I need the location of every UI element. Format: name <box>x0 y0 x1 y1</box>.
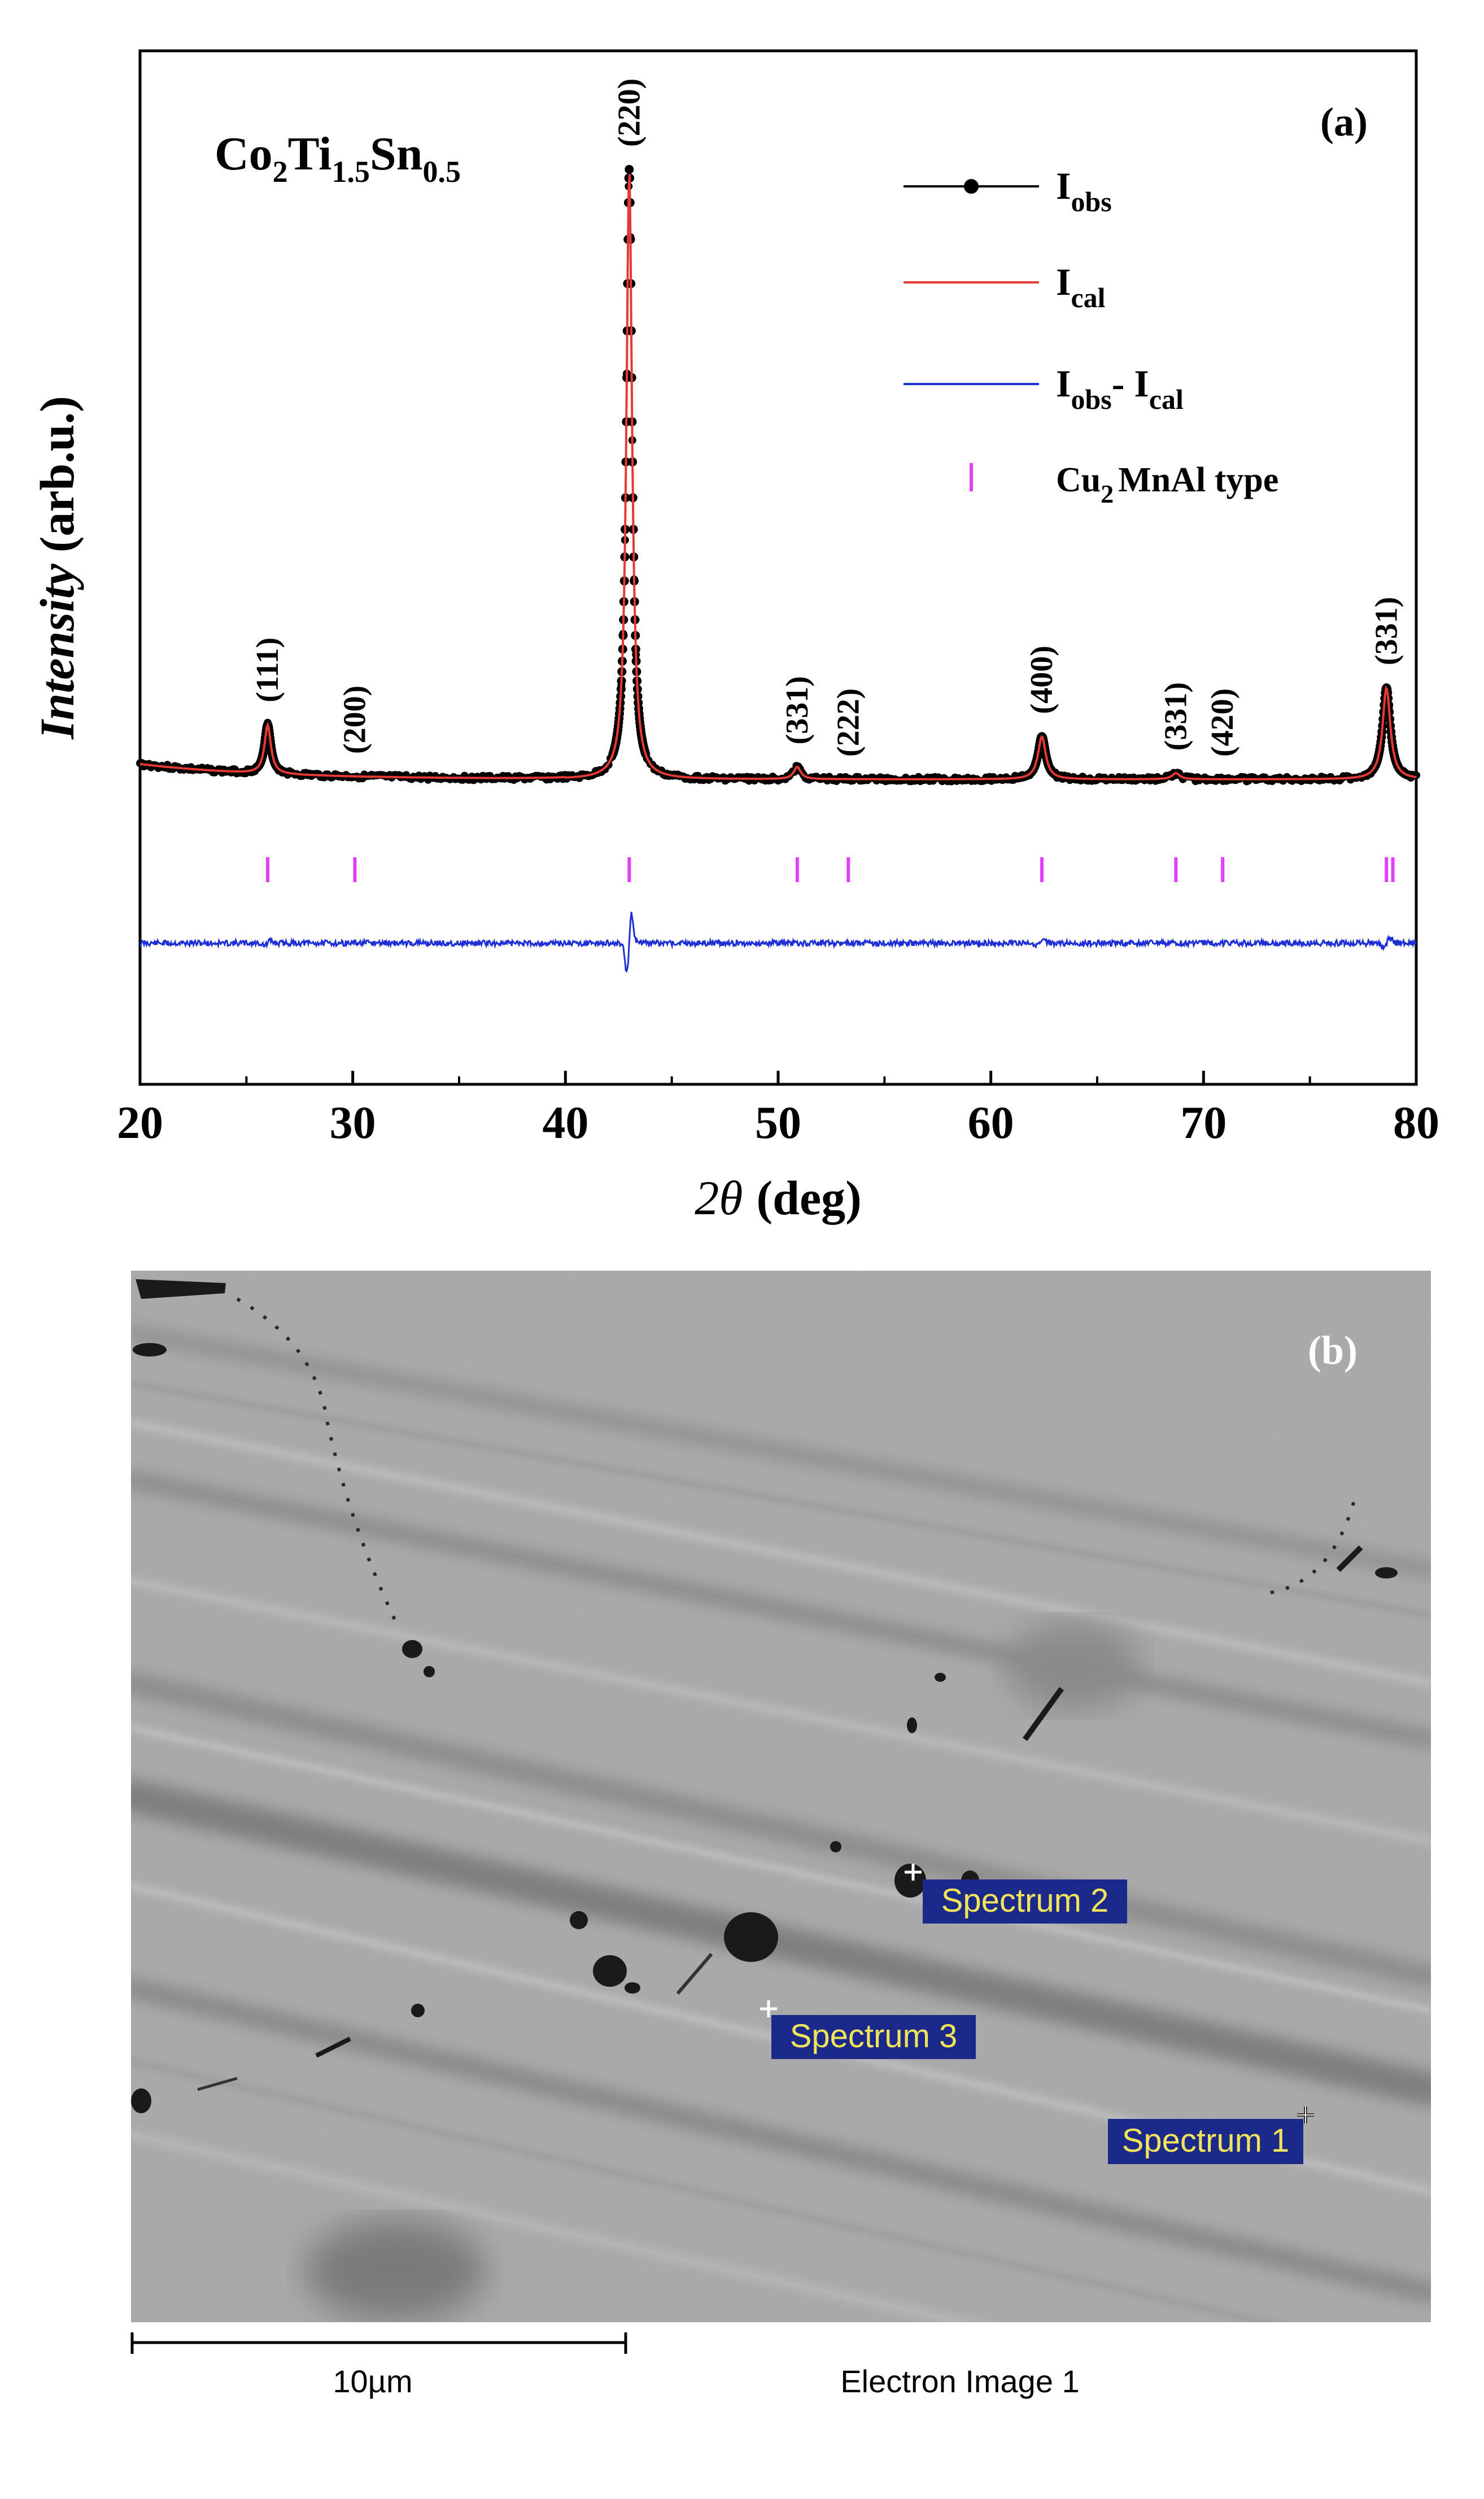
spectrum-marker-1: Spectrum 1 <box>1108 2107 1314 2164</box>
compound-formula: Co2Ti1.5Sn0.5 <box>215 128 461 189</box>
image-caption: Electron Image 1 <box>840 2363 1079 2399</box>
svg-text:Spectrum 1: Spectrum 1 <box>1122 2122 1290 2159</box>
xrd-panel: (111) (200) (220) (331) (222) (400) (331) (420)… <box>30 49 1439 1225</box>
x-tick-label: 20 <box>117 1097 163 1148</box>
x-axis-title: 2θ (deg) <box>695 1171 862 1225</box>
legend-item-ical: Ical <box>904 260 1106 313</box>
x-axis-ticks: 20 30 40 50 60 70 80 <box>117 1071 1439 1148</box>
x-tick-label: 70 <box>1180 1097 1227 1148</box>
polish-streaks <box>131 1325 1431 2322</box>
svg-text:Iobs: Iobs <box>1056 164 1112 217</box>
peak-label: (222) <box>831 688 866 757</box>
scale-bar: 10µm <box>130 2332 627 2399</box>
svg-text:Ical: Ical <box>1056 260 1106 313</box>
peak-label: (331) <box>780 676 815 744</box>
plot-content <box>136 165 1420 973</box>
x-tick-label: 80 <box>1393 1097 1439 1148</box>
peak-label: (200) <box>337 686 372 754</box>
x-tick-label: 50 <box>755 1097 801 1148</box>
panel-label-a: (a) <box>1320 99 1368 145</box>
x-tick-label: 30 <box>330 1097 376 1148</box>
svg-text:Spectrum 2: Spectrum 2 <box>941 1882 1109 1919</box>
plot-frame <box>138 49 1418 1086</box>
pores <box>131 1279 1398 2113</box>
svg-text:Iobs- Ical: Iobs- Ical <box>1056 362 1184 415</box>
scale-bar-label: 10µm <box>333 2363 412 2399</box>
legend: Iobs Ical Iobs- Ical Cu2 MnAl type <box>904 164 1278 508</box>
difference-line <box>139 911 1417 973</box>
spectrum-marker-2: Spectrum 2 <box>905 1864 1127 1924</box>
peak-label: (420) <box>1205 688 1240 757</box>
x-tick-label: 40 <box>542 1097 588 1148</box>
legend-item-bragg: Cu2 MnAl type <box>970 461 1278 508</box>
peak-labels: (111) (200) (220) (331) (222) (400) (331) (420)… <box>250 78 1404 757</box>
y-axis-title: Intensity(arb.u.) <box>30 396 84 740</box>
peak-label: (400) <box>1024 646 1059 714</box>
peak-label: (331) <box>1158 682 1193 751</box>
x-tick-label: 60 <box>968 1097 1014 1148</box>
sem-panel: Spectrum 2 Spectrum 3 Spectrum 1 (b) 10µ… <box>130 1271 1431 2399</box>
spectrum-marker-3: Spectrum 3 <box>760 2000 976 2059</box>
svg-text:Spectrum 3: Spectrum 3 <box>790 2018 958 2055</box>
legend-item-iobs: Iobs <box>904 164 1112 217</box>
iobs-point <box>625 165 634 174</box>
pore-trail <box>236 1297 1357 1622</box>
legend-item-difference: Iobs- Ical <box>904 362 1184 415</box>
panel-label-b: (b) <box>1308 1328 1358 1373</box>
peak-label: (220) <box>612 78 647 147</box>
legend-marker-dot <box>964 179 979 194</box>
ical-line <box>139 174 1417 780</box>
peak-label: (111) <box>250 638 285 703</box>
peak-label: (331) <box>1369 597 1404 665</box>
